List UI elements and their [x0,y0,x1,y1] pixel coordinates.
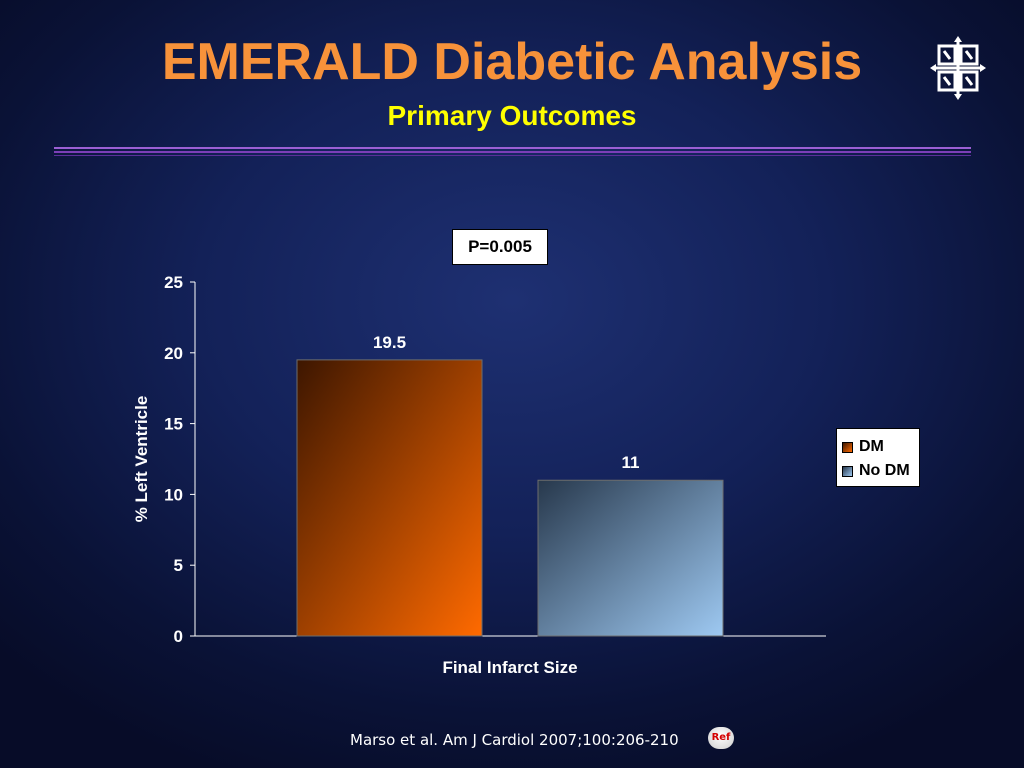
y-tick-label: 10 [164,485,183,504]
legend-swatch-dm [842,441,853,453]
y-tick-label: 15 [164,415,183,434]
bar-dm [296,359,483,637]
legend-item-no-dm: No DM [842,459,919,483]
chart-legend: DM No DM [836,428,920,487]
data-label-dm: 19.5 [373,333,406,352]
p-value-annotation: P=0.005 [452,229,548,265]
y-axis-title: % Left Ventricle [132,396,151,523]
legend-label-no-dm: No DM [859,462,910,479]
celtic-knot-logo-icon [930,36,986,100]
slide-title: EMERALD Diabetic Analysis [161,33,863,91]
bar-no-dm [537,479,724,637]
ref-link-button[interactable]: Ref [708,727,734,749]
legend-item-dm: DM [842,435,919,459]
data-label-no-dm: 11 [622,453,640,472]
slide-subtitle: Primary Outcomes [387,100,637,131]
x-axis-title: Final Infarct Size [442,658,577,677]
y-tick-label: 25 [164,273,183,292]
y-tick-label: 20 [164,344,183,363]
title-divider-line [54,151,971,153]
legend-label-dm: DM [859,438,884,455]
y-tick-label: 5 [174,556,183,575]
title-divider-line [54,155,971,156]
y-tick-label: 0 [174,627,183,646]
citation-text: Marso et al. Am J Cardiol 2007;100:206-2… [350,731,679,749]
legend-swatch-no-dm [842,465,853,477]
title-divider-line [54,147,971,149]
